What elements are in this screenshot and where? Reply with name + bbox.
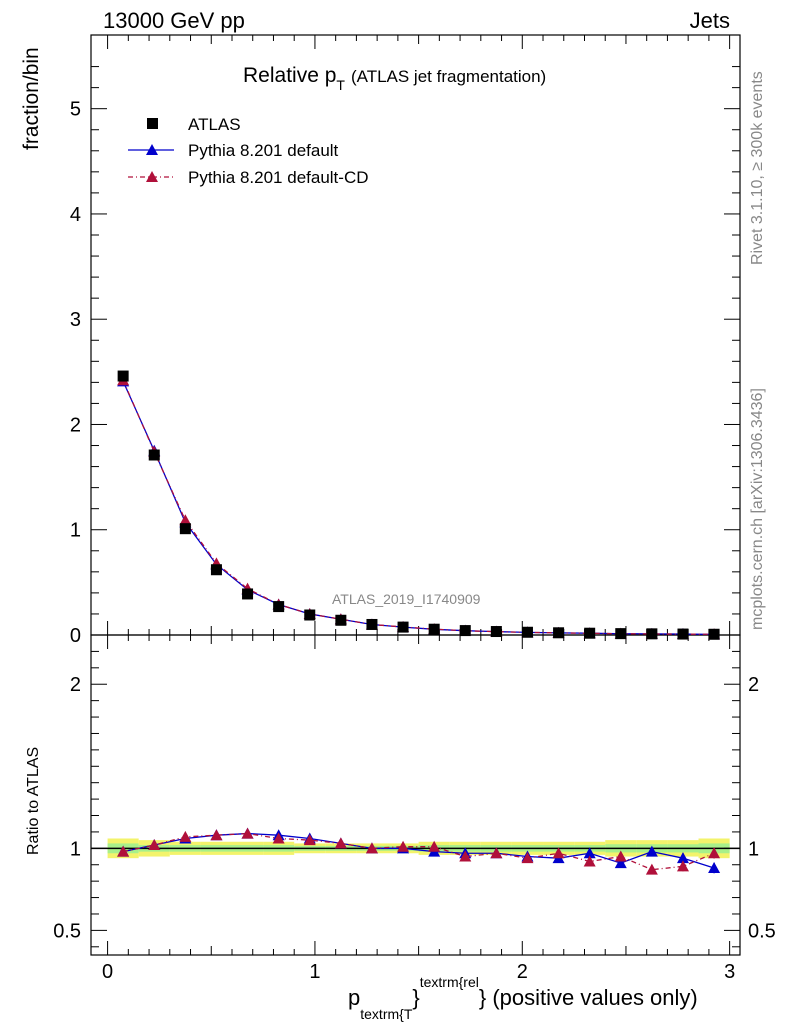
xlabel-rest: } (positive values only) [479, 985, 698, 1010]
atlas-point [148, 449, 160, 461]
ratio-cd-point [583, 855, 596, 867]
y-tick-label: 5 [70, 99, 81, 121]
ratio-cd-point [645, 863, 658, 875]
ratio-default-point [676, 852, 689, 864]
ratio-cd-point [459, 850, 472, 862]
ratio-cd-point [614, 850, 627, 862]
y-tick-label: 0 [70, 625, 81, 647]
ratio-cd-point [708, 847, 721, 859]
atlas-point [179, 523, 191, 535]
title-subscript: T [336, 77, 345, 93]
ratio-cd-point [179, 830, 192, 842]
ratio-cd-point [397, 840, 410, 852]
y-tick-label: 0.5 [53, 920, 81, 942]
ratio-cd-point [676, 860, 689, 872]
y-tick-label-right: 2 [748, 674, 759, 696]
ratio-cd-point [241, 827, 254, 839]
x-tick-label: 1 [309, 961, 320, 983]
analysis-watermark: ATLAS_2019_I1740909 [332, 591, 481, 607]
legend-atlas-marker [147, 118, 158, 129]
title-rest: (ATLAS jet fragmentation) [351, 67, 546, 86]
xlabel-close: } [412, 985, 419, 1010]
y-tick-label: 2 [70, 674, 81, 696]
ratio-cd-point [117, 845, 130, 857]
atlas-point [117, 370, 129, 382]
ratio-ylabel: Ratio to ATLAS [25, 747, 42, 855]
atlas-point [397, 621, 409, 633]
x-tick-label: 0 [102, 961, 113, 983]
atlas-point [490, 626, 502, 638]
atlas-point [428, 623, 440, 635]
ratio-default-point [583, 847, 596, 859]
ratio-cd-point [490, 847, 503, 859]
y-tick-label-right: 1 [748, 838, 759, 860]
y-tick-label: 2 [70, 414, 81, 436]
atlas-point [553, 627, 565, 639]
ratio-cd-point [148, 839, 161, 851]
atlas-point [366, 618, 378, 630]
main-ylabel: fraction/bin [20, 47, 43, 150]
atlas-point [708, 628, 720, 640]
cd-point [179, 514, 192, 526]
main-title: Relative pT (ATLAS jet fragmentation) [243, 64, 546, 93]
mcplots-label: mcplots.cern.ch [arXiv:1306.3436] [749, 388, 766, 630]
ratio-default-point [645, 845, 658, 857]
atlas-point [459, 625, 471, 637]
ratio-cd-point [303, 834, 316, 846]
ratio-cd-point [272, 832, 285, 844]
x-tick-label: 2 [517, 961, 528, 983]
atlas-point [304, 609, 316, 621]
rivet-label: Rivet 3.1.10, ≥ 300k events [749, 71, 766, 265]
legend-cd-marker [146, 171, 158, 182]
atlas-point [646, 628, 658, 640]
atlas-point [677, 628, 689, 640]
legend-cd-label: Pythia 8.201 default-CD [188, 168, 369, 187]
legend-default-label: Pythia 8.201 default [188, 141, 339, 160]
x-tick-label: 3 [724, 961, 735, 983]
ratio-cd-point [365, 842, 378, 854]
ratio-cd-line [123, 832, 715, 871]
xlabel-main: p [348, 985, 360, 1010]
legend-default-marker [146, 144, 158, 155]
xaxis-label: ptextrm{T}textrm{rel} (positive values o… [348, 974, 698, 1022]
ratio-cd-point [210, 829, 223, 841]
ratio-cd-point [521, 852, 534, 864]
atlas-point [210, 564, 222, 576]
ratio-panel-frame [90, 634, 741, 956]
title-main: Relative p [243, 64, 336, 87]
legend-atlas-label: ATLAS [188, 115, 241, 134]
category-label: Jets [690, 8, 730, 33]
y-tick-label: 3 [70, 309, 81, 331]
atlas-point [584, 627, 596, 639]
ratio-cd-point [428, 840, 441, 852]
atlas-point [273, 601, 285, 613]
atlas-point [615, 628, 627, 640]
y-tick-label: 1 [70, 838, 81, 860]
atlas-point [521, 626, 533, 638]
y-tick-label: 4 [70, 204, 81, 226]
ratio-default-point [708, 862, 721, 874]
legend: ATLAS Pythia 8.201 default Pythia 8.201 … [128, 115, 369, 187]
ratio-default-point [614, 857, 627, 869]
energy-label: 13000 GeV pp [103, 8, 245, 33]
y-tick-label-right: 0.5 [748, 920, 776, 942]
xlabel-sub: textrm{T [360, 1006, 413, 1022]
y-tick-label: 1 [70, 520, 81, 542]
atlas-point [335, 614, 347, 626]
ratio-cd-point [334, 837, 347, 849]
ratio-cd-point [552, 847, 565, 859]
atlas-point [242, 588, 254, 600]
xlabel-sup: textrm{rel [420, 974, 479, 990]
